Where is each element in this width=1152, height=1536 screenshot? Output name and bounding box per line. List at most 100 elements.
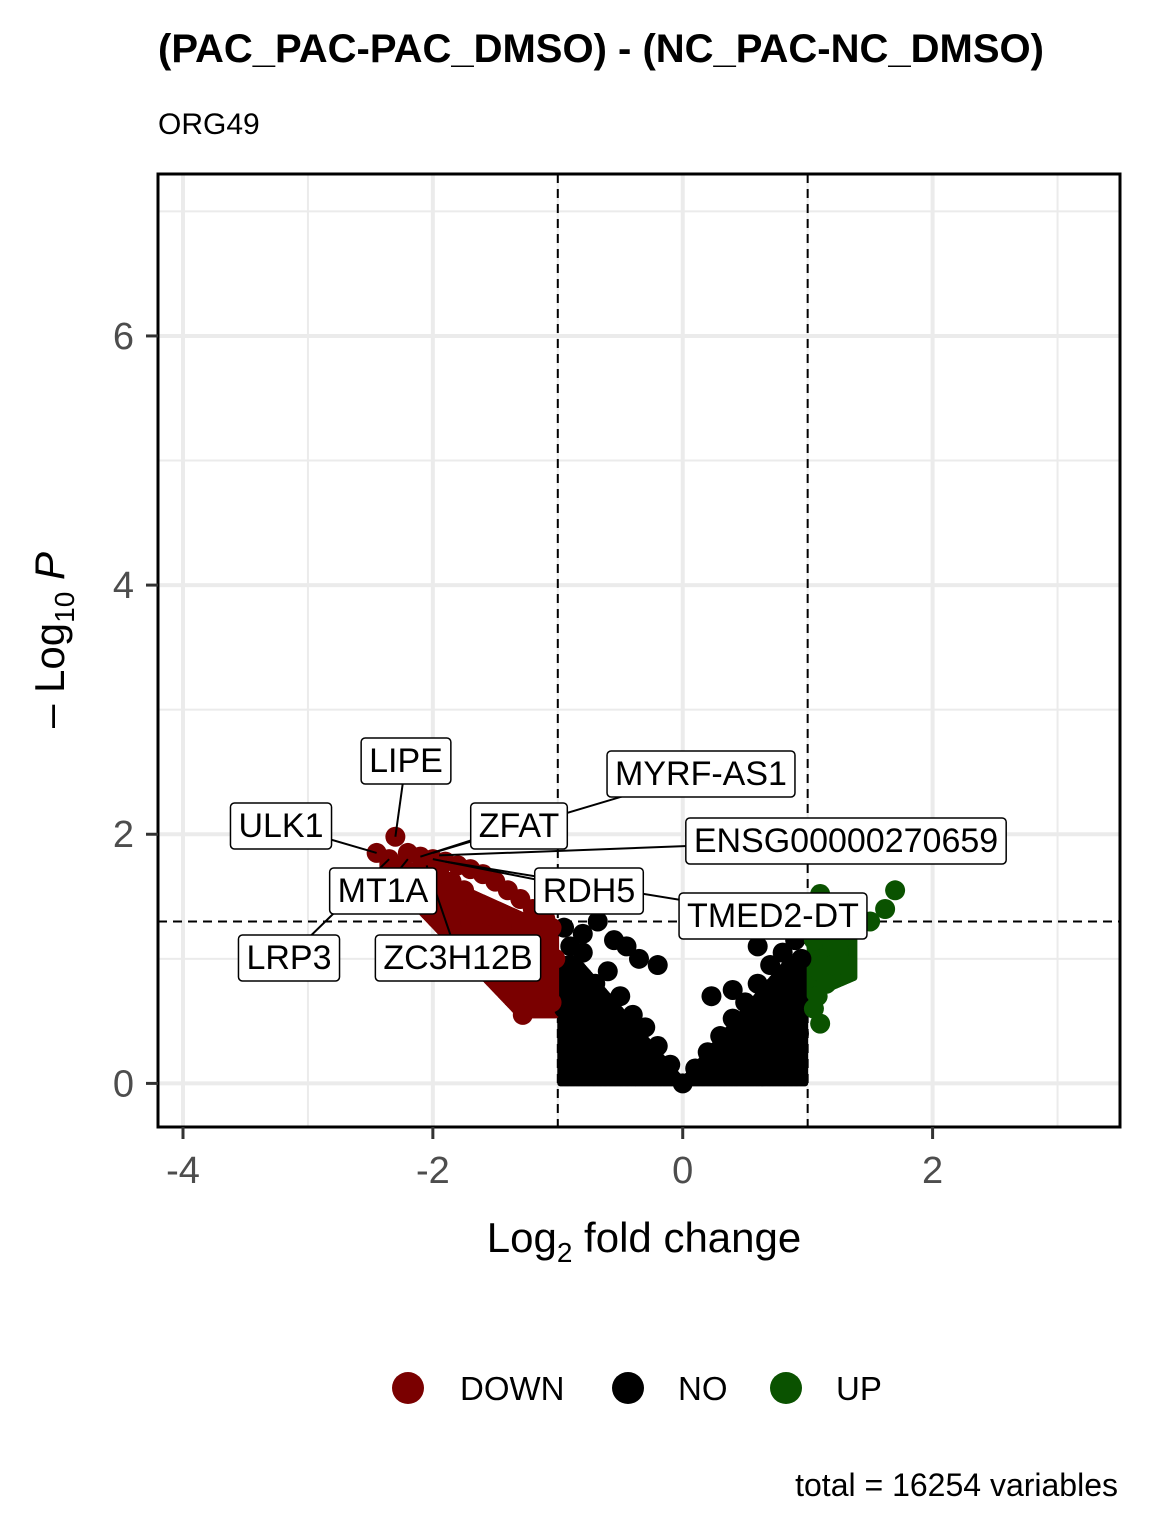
data-point-no	[587, 911, 608, 932]
gene-label-box	[606, 750, 796, 798]
gene-label-ulk1: ULK1	[229, 802, 333, 850]
x-tick-label: 2	[922, 1150, 943, 1192]
y-axis-title-main: – Log	[26, 623, 73, 728]
data-point-no	[747, 936, 768, 957]
y-tick-label: 4	[113, 565, 134, 607]
gene-label-box	[678, 892, 868, 940]
data-point-no	[753, 1004, 774, 1025]
data-point-no	[622, 1004, 643, 1025]
data-point-down	[545, 948, 566, 969]
data-point-no	[566, 979, 587, 1000]
gene-label-text: TMED2-DT	[687, 897, 859, 935]
gene-label-box	[685, 817, 1007, 865]
gene-label-text: LIPE	[369, 742, 443, 780]
gene-label-rdh5: RDH5	[533, 867, 645, 915]
data-point-no	[566, 1017, 587, 1038]
x-tick-label: -2	[416, 1150, 450, 1192]
data-point-no	[647, 955, 668, 976]
data-point-no	[772, 1036, 793, 1057]
data-point-down	[454, 880, 475, 901]
data-point-down	[491, 917, 512, 938]
gene-label-lipe: LIPE	[360, 737, 452, 785]
y-tick-label: 2	[113, 814, 134, 856]
legend-swatch-no	[612, 1372, 644, 1404]
data-point-no	[672, 1073, 693, 1094]
legend-swatch-up	[770, 1372, 802, 1404]
data-point-no	[710, 1026, 731, 1047]
gene-label-text: ZC3H12B	[383, 939, 532, 977]
data-point-no	[760, 955, 781, 976]
data-point-up	[803, 998, 824, 1019]
gene-label-mt1a: MT1A	[328, 867, 438, 915]
plot-panel-background	[158, 174, 1120, 1127]
data-point-no	[685, 1058, 706, 1079]
data-point-no	[616, 936, 637, 957]
gene-label-box	[237, 934, 341, 982]
data-point-no	[610, 1045, 631, 1066]
data-point-down	[479, 905, 500, 926]
x-tick-label: 0	[672, 1150, 693, 1192]
gene-label-text: RDH5	[543, 872, 636, 910]
data-point-no	[735, 992, 756, 1013]
gene-label-text: LRP3	[246, 939, 331, 977]
legend-label-no: NO	[678, 1370, 728, 1407]
data-point-down	[541, 992, 562, 1013]
y-axis-ticks: 0 2 4 6	[113, 316, 158, 1105]
cutoff-lines	[158, 174, 1120, 1127]
data-point-no	[597, 961, 618, 982]
plot-panel-border	[156, 172, 1122, 1129]
data-point-no	[741, 1017, 762, 1038]
gene-label-box	[328, 867, 438, 915]
legend-label-down: DOWN	[460, 1370, 564, 1407]
data-point-no	[747, 973, 768, 994]
data-point-down	[460, 911, 481, 932]
x-axis-title: Log2 fold change	[487, 1214, 802, 1268]
gene-label-text: MYRF-AS1	[615, 755, 787, 793]
chart-subtitle: ORG49	[158, 108, 260, 141]
data-point-no	[560, 1036, 581, 1057]
data-point-no	[610, 986, 631, 1007]
data-point-no	[660, 1054, 681, 1075]
data-point-no	[647, 1036, 668, 1057]
x-axis-title-subscript: 2	[557, 1237, 573, 1268]
gene-label-box	[360, 737, 452, 785]
y-axis-title: – Log10 P	[26, 552, 80, 728]
legend: DOWN NO UP	[392, 1370, 882, 1407]
data-point-no	[766, 986, 787, 1007]
data-point-down	[466, 892, 487, 913]
gene-label-ensg00000270659: ENSG00000270659	[685, 817, 1007, 865]
data-point-no	[788, 1023, 809, 1044]
data-point-no	[572, 942, 593, 963]
data-point-up	[810, 1013, 831, 1034]
y-axis-title-italic: P	[26, 552, 73, 592]
data-point-up	[885, 880, 906, 901]
data-point-no	[722, 979, 743, 1000]
y-tick-label: 6	[113, 316, 134, 358]
data-point-no	[701, 986, 722, 1007]
data-point-no	[791, 948, 812, 969]
data-point-no	[785, 998, 806, 1019]
data-point-up	[835, 955, 856, 976]
gene-label-lrp3: LRP3	[237, 934, 341, 982]
legend-label-up: UP	[836, 1370, 882, 1407]
data-point-no	[716, 1042, 737, 1063]
legend-swatch-down	[392, 1372, 424, 1404]
gene-label-box	[533, 867, 645, 915]
gene-label-zfat: ZFAT	[469, 802, 569, 850]
x-axis-ticks: -4 -2 0 2	[166, 1127, 943, 1192]
data-point-no	[753, 1042, 774, 1063]
x-axis-title-main: Log	[487, 1214, 557, 1261]
data-point-no	[629, 1054, 649, 1075]
y-axis-title-subscript: 10	[49, 592, 80, 623]
data-point-no	[728, 1029, 749, 1050]
data-point-no	[722, 1008, 743, 1029]
gene-label-text: ENSG00000270659	[694, 822, 998, 860]
data-point-down	[447, 898, 468, 919]
data-point-no	[572, 923, 593, 944]
data-point-down	[522, 979, 543, 1000]
chart-title: (PAC_PAC-PAC_DMSO) - (NC_PAC-NC_DMSO)	[158, 27, 1044, 71]
data-point-down	[512, 1004, 533, 1025]
gene-label-zc3h12b: ZC3H12B	[374, 934, 542, 982]
data-point-up	[875, 898, 896, 919]
gene-label-box	[469, 802, 569, 850]
